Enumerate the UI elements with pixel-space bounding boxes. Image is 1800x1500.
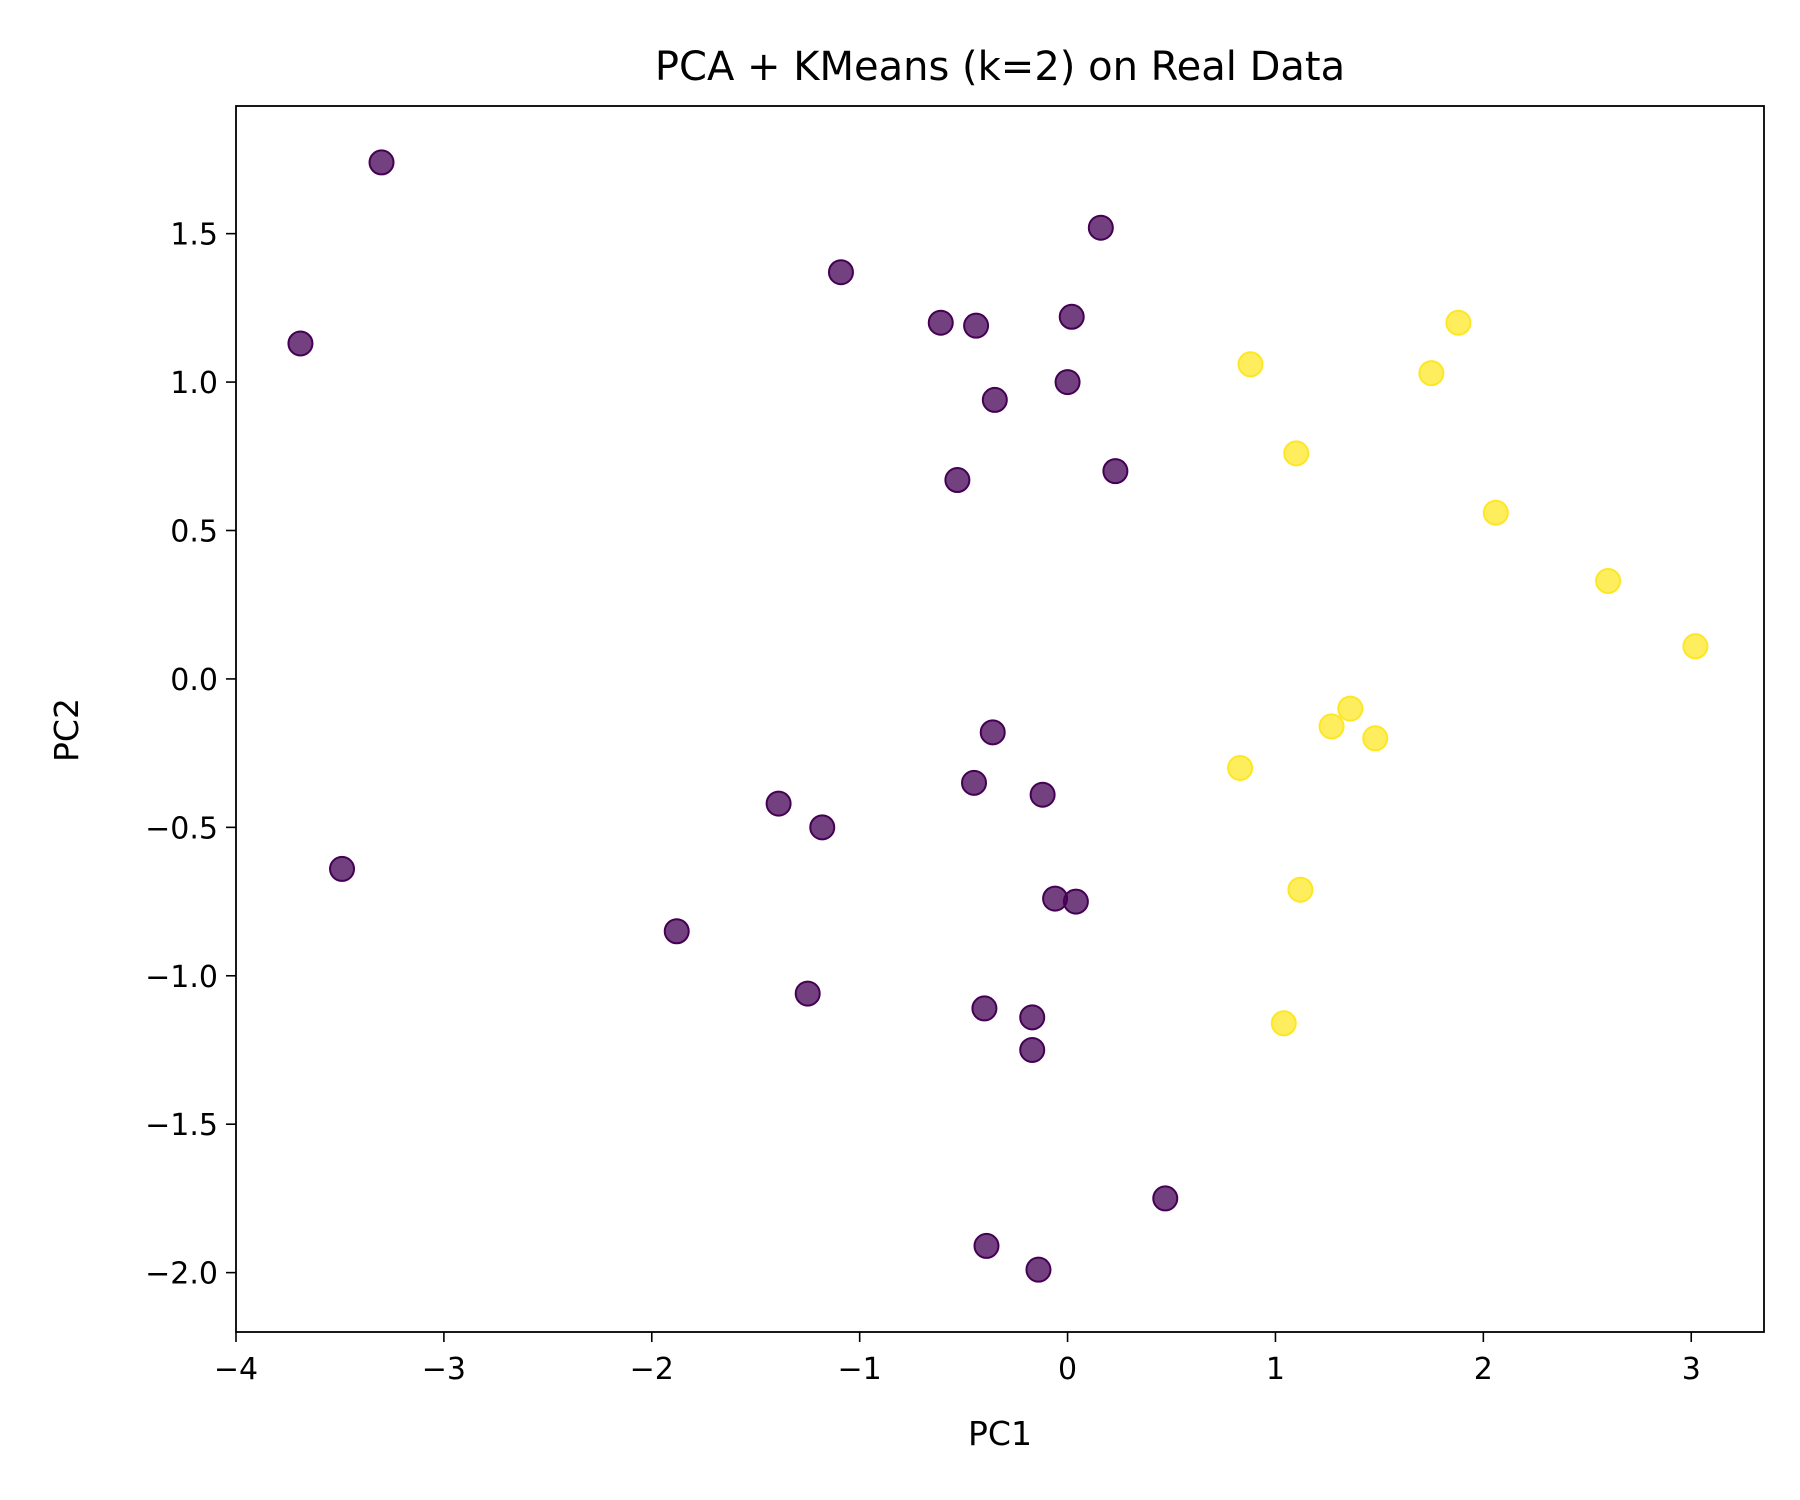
data-point-2 (329, 855, 356, 882)
data-point-8 (1054, 369, 1081, 396)
x-axis-label: PC1 (968, 1414, 1032, 1453)
y-tick-label-0: −2.0 (145, 1257, 218, 1292)
chart-title: PCA + KMeans (k=2) on Real Data (655, 44, 1345, 90)
data-point-21 (971, 995, 998, 1022)
data-point-36 (1362, 725, 1389, 752)
data-point-35 (1318, 713, 1345, 740)
data-point-28 (1283, 440, 1310, 467)
x-tick-label-6: 2 (1474, 1352, 1493, 1387)
data-point-7 (1058, 303, 1085, 330)
data-point-31 (1482, 499, 1509, 526)
data-point-13 (961, 769, 988, 796)
data-point-3 (827, 259, 854, 286)
data-point-9 (981, 386, 1008, 413)
plot-frame (235, 105, 1765, 1333)
x-tick-label-4: 0 (1058, 1352, 1077, 1387)
data-point-18 (1062, 888, 1089, 915)
x-tick-label-3: −1 (838, 1352, 882, 1387)
data-point-22 (1019, 1004, 1046, 1031)
data-point-16 (809, 814, 836, 841)
x-tick-label-2: −2 (630, 1352, 674, 1387)
axis-ticks: −4 −3 −2 −1 0 1 2 3 −2.0 −1.5 −1.0 −0.5 0.0 0.5 1.0 1.5 (145, 218, 1701, 1387)
data-point-12 (979, 719, 1006, 746)
data-point-26 (1025, 1256, 1052, 1283)
data-point-38 (1287, 876, 1314, 903)
x-tick-label-5: 1 (1266, 1352, 1285, 1387)
x-tick-label-1: −3 (422, 1352, 466, 1387)
x-tick-label-0: −4 (214, 1352, 258, 1387)
data-point-6 (1087, 214, 1114, 241)
y-tick-label-1: −1.5 (145, 1108, 218, 1143)
data-point-29 (1418, 360, 1445, 387)
y-tick-label-6: 1.0 (170, 366, 218, 401)
data-point-14 (1029, 781, 1056, 808)
data-point-24 (1152, 1185, 1179, 1212)
y-tick-label-2: −1.0 (145, 960, 218, 995)
data-point-0 (368, 149, 395, 176)
data-point-27 (1237, 351, 1264, 378)
data-point-39 (1270, 1010, 1297, 1037)
data-point-32 (1595, 567, 1622, 594)
data-point-33 (1682, 633, 1709, 660)
data-point-19 (663, 918, 690, 945)
data-point-10 (944, 467, 971, 494)
data-point-4 (927, 309, 954, 336)
data-point-5 (963, 312, 990, 339)
data-point-37 (1227, 754, 1254, 781)
data-point-30 (1445, 309, 1472, 336)
x-tick-label-7: 3 (1682, 1352, 1701, 1387)
y-axis-label: PC2 (47, 698, 86, 762)
y-tick-label-3: −0.5 (145, 811, 218, 846)
data-points (287, 149, 1709, 1283)
y-tick-label-5: 0.5 (170, 514, 218, 549)
data-point-25 (973, 1232, 1000, 1259)
data-point-23 (1019, 1036, 1046, 1063)
data-point-15 (765, 790, 792, 817)
data-point-20 (794, 980, 821, 1007)
data-point-11 (1102, 458, 1129, 485)
y-tick-label-4: 0.0 (170, 663, 218, 698)
y-tick-label-7: 1.5 (170, 218, 218, 253)
data-point-1 (287, 330, 314, 357)
data-point-34 (1337, 695, 1364, 722)
